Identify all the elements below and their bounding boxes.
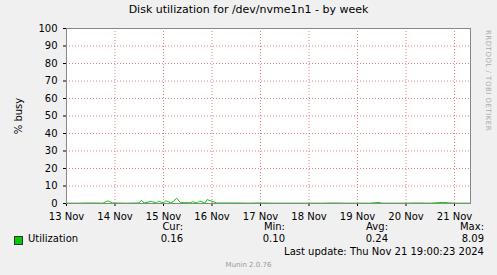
svg-text:19 Nov: 19 Nov bbox=[340, 211, 376, 220]
svg-text:0: 0 bbox=[51, 198, 57, 209]
html-text:Disk utilization for /dev/nvme: Disk utilization for /dev/nvme1n1 - by w… bbox=[128, 3, 369, 16]
html-text:Last update: Thu Nov 21 19:00:: Last update: Thu Nov 21 19:00:23 2024 bbox=[284, 246, 484, 257]
svg-text:14 Nov: 14 Nov bbox=[97, 211, 133, 220]
svg-text:60: 60 bbox=[45, 93, 58, 104]
svg-text:21 Nov: 21 Nov bbox=[437, 211, 473, 220]
svg-text:% busy: % busy bbox=[13, 98, 24, 135]
svg-text:13 Nov: 13 Nov bbox=[49, 211, 85, 220]
html-text:Avg:: Avg: bbox=[366, 221, 388, 232]
html-text:Cur:: Cur: bbox=[162, 221, 183, 232]
svg-text:18 Nov: 18 Nov bbox=[291, 211, 327, 220]
svg-text:15 Nov: 15 Nov bbox=[146, 211, 182, 220]
svg-text:50: 50 bbox=[45, 110, 58, 121]
html-text:Munin 2.0.76: Munin 2.0.76 bbox=[225, 261, 272, 269]
html-text:Min:: Min: bbox=[263, 221, 285, 232]
svg-text:20 Nov: 20 Nov bbox=[388, 211, 424, 220]
svg-text:20: 20 bbox=[45, 163, 58, 174]
svg-text:16 Nov: 16 Nov bbox=[194, 211, 230, 220]
svg-text:70: 70 bbox=[45, 75, 58, 86]
svg-text:17 Nov: 17 Nov bbox=[243, 211, 279, 220]
svg-text:10: 10 bbox=[45, 180, 58, 191]
html-text:0.10: 0.10 bbox=[262, 233, 285, 244]
svg-text:100: 100 bbox=[38, 23, 57, 34]
html-text:Utilization: Utilization bbox=[28, 233, 79, 244]
html-text:RRDTOOL / TOBI OETIKER: RRDTOOL / TOBI OETIKER bbox=[484, 30, 492, 132]
html-text:0.16: 0.16 bbox=[160, 233, 183, 244]
html-text:Max:: Max: bbox=[460, 221, 484, 232]
html-text:8.09: 8.09 bbox=[461, 233, 484, 244]
html-text:0.24: 0.24 bbox=[365, 233, 388, 244]
svg-text:40: 40 bbox=[45, 128, 58, 139]
svg-text:90: 90 bbox=[45, 40, 58, 51]
svg-text:80: 80 bbox=[45, 58, 58, 69]
svg-text:30: 30 bbox=[45, 145, 58, 156]
